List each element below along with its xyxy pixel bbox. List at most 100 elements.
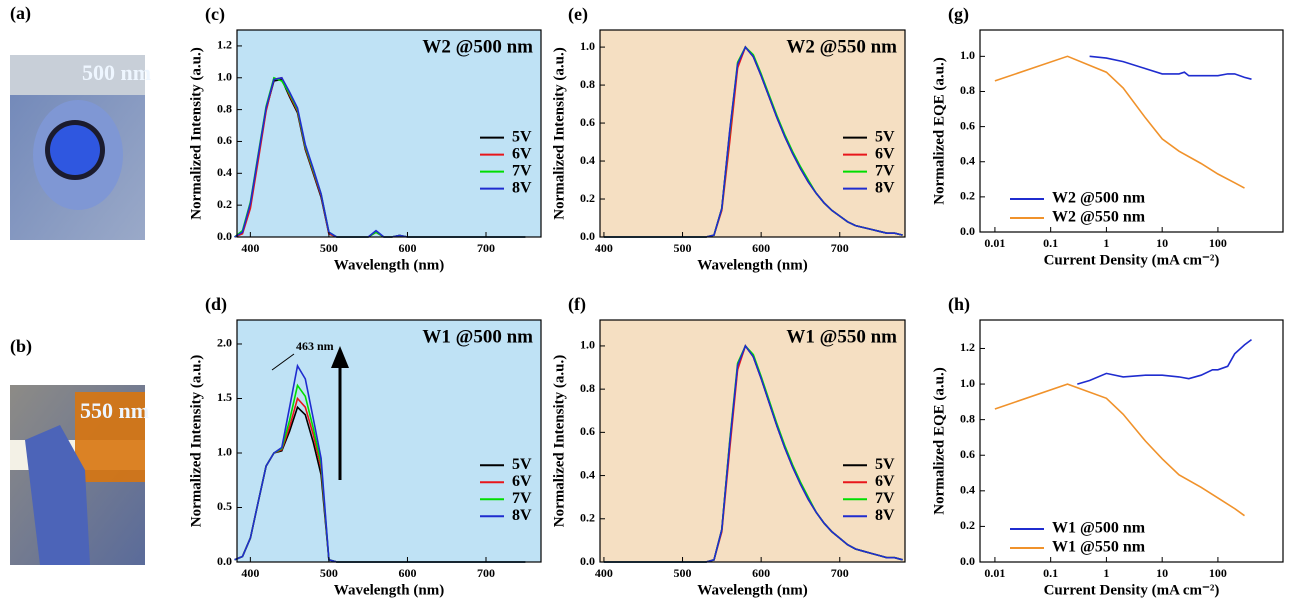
data-line <box>1089 55 1252 80</box>
y-tick-label: 0.0 <box>960 554 975 568</box>
plot-frame <box>236 29 542 238</box>
x-axis-label: Current Density (mA cm⁻²) <box>1044 582 1220 598</box>
y-axis-label: Normalized Intensity (a.u.) <box>188 47 204 220</box>
x-tick-label: 600 <box>752 241 770 255</box>
legend-label: W1 @550 nm <box>1052 539 1146 556</box>
legend-label: W2 @500 nm <box>1052 190 1146 207</box>
x-tick-label: 500 <box>320 566 338 580</box>
plot-background <box>237 30 541 237</box>
y-tick-label: 0.6 <box>960 118 975 132</box>
plot-background <box>980 320 1283 562</box>
y-tick-label: 0.2 <box>960 189 975 203</box>
y-tick-label: 1.0 <box>217 445 232 459</box>
y-tick-label: 0.8 <box>580 77 595 91</box>
legend-label: 8V <box>875 179 895 196</box>
data-line <box>994 55 1245 189</box>
plot-background <box>600 30 905 237</box>
x-tick-label: 0.01 <box>984 566 1005 580</box>
x-tick-label: 400 <box>241 241 259 255</box>
x-tick-label: 600 <box>752 566 770 580</box>
photo-label: (b) <box>10 336 32 357</box>
legend-label: 5V <box>875 128 895 145</box>
legend-label: 8V <box>512 507 532 524</box>
y-tick-label: 0.6 <box>960 447 975 461</box>
y-tick-label: 0.4 <box>960 483 975 497</box>
legend-label: 7V <box>512 490 532 507</box>
annotation-arrow <box>271 353 295 371</box>
y-tick-label: 0.4 <box>217 165 232 179</box>
data-line <box>994 383 1245 517</box>
plot-frame <box>599 29 906 238</box>
photo-b <box>10 385 145 565</box>
y-tick-label: 0.6 <box>580 424 595 438</box>
y-tick-label: 1.0 <box>960 48 975 62</box>
legend-label: 6V <box>512 145 532 162</box>
plot-frame <box>979 319 1284 563</box>
x-tick-label: 100 <box>1209 566 1227 580</box>
x-axis-label: Wavelength (nm) <box>697 582 807 598</box>
x-tick-label: 700 <box>477 566 495 580</box>
y-axis-label: Normalized Intensity (a.u.) <box>551 355 567 528</box>
x-tick-label: 500 <box>674 241 692 255</box>
panel-label: (g) <box>948 4 969 25</box>
y-tick-label: 0.8 <box>960 411 975 425</box>
x-tick-label: 400 <box>595 566 613 580</box>
y-tick-label: 0.6 <box>217 133 232 147</box>
x-tick-label: 0.1 <box>1043 566 1058 580</box>
y-tick-label: 0.5 <box>217 499 232 513</box>
y-tick-label: 0.2 <box>217 197 232 211</box>
y-tick-label: 0.2 <box>580 511 595 525</box>
x-axis-label: Current Density (mA cm⁻²) <box>1044 252 1220 268</box>
y-tick-label: 0.4 <box>580 153 595 167</box>
legend-label: 7V <box>875 162 895 179</box>
x-tick-label: 600 <box>398 566 416 580</box>
legend-label: 5V <box>875 456 895 473</box>
chart-title: W1 @500 nm <box>422 326 533 347</box>
photo-label: (a) <box>10 3 31 24</box>
chart-title: W2 @550 nm <box>786 36 897 57</box>
x-tick-label: 1 <box>1103 566 1109 580</box>
y-axis-label: Normalized Intensity (a.u.) <box>551 47 567 220</box>
y-tick-label: 1.0 <box>580 39 595 53</box>
x-tick-label: 700 <box>831 566 849 580</box>
y-tick-label: 0.0 <box>960 224 975 238</box>
x-axis-label: Wavelength (nm) <box>334 257 444 273</box>
x-tick-label: 1 <box>1103 236 1109 250</box>
x-tick-label: 400 <box>241 566 259 580</box>
legend-label: 5V <box>512 456 532 473</box>
y-tick-label: 0.0 <box>217 229 232 243</box>
x-tick-label: 700 <box>477 241 495 255</box>
y-tick-label: 0.0 <box>580 229 595 243</box>
legend-label: 5V <box>512 128 532 145</box>
x-axis-label: Wavelength (nm) <box>334 582 444 598</box>
x-tick-label: 0.1 <box>1043 236 1058 250</box>
x-tick-label: 500 <box>674 566 692 580</box>
legend-label: 7V <box>875 490 895 507</box>
x-tick-label: 600 <box>398 241 416 255</box>
y-tick-label: 0.8 <box>580 381 595 395</box>
y-tick-label: 1.2 <box>217 38 232 52</box>
y-tick-label: 2.0 <box>217 336 232 350</box>
annotation: 463 nm <box>296 339 334 353</box>
y-tick-label: 1.5 <box>217 390 232 404</box>
y-tick-label: 0.8 <box>217 101 232 115</box>
legend-label: 7V <box>512 162 532 179</box>
y-axis-label: Normalized EQE (a.u.) <box>931 367 947 515</box>
legend-label: 6V <box>875 145 895 162</box>
y-axis-label: Normalized Intensity (a.u.) <box>188 355 204 528</box>
photo-caption: 500 nm <box>82 60 151 85</box>
y-axis-label: Normalized EQE (a.u.) <box>931 57 947 205</box>
y-tick-label: 0.2 <box>580 191 595 205</box>
y-tick-label: 1.2 <box>960 340 975 354</box>
chart-title: W2 @500 nm <box>422 36 533 57</box>
y-tick-label: 1.0 <box>217 70 232 84</box>
legend-label: 6V <box>875 473 895 490</box>
panel-label: (d) <box>205 294 227 315</box>
photo-a <box>10 55 145 240</box>
panel-label: (e) <box>568 4 588 25</box>
y-tick-label: 1.0 <box>580 338 595 352</box>
y-tick-label: 1.0 <box>960 376 975 390</box>
panel-label: (h) <box>948 294 970 315</box>
y-tick-label: 0.8 <box>960 83 975 97</box>
